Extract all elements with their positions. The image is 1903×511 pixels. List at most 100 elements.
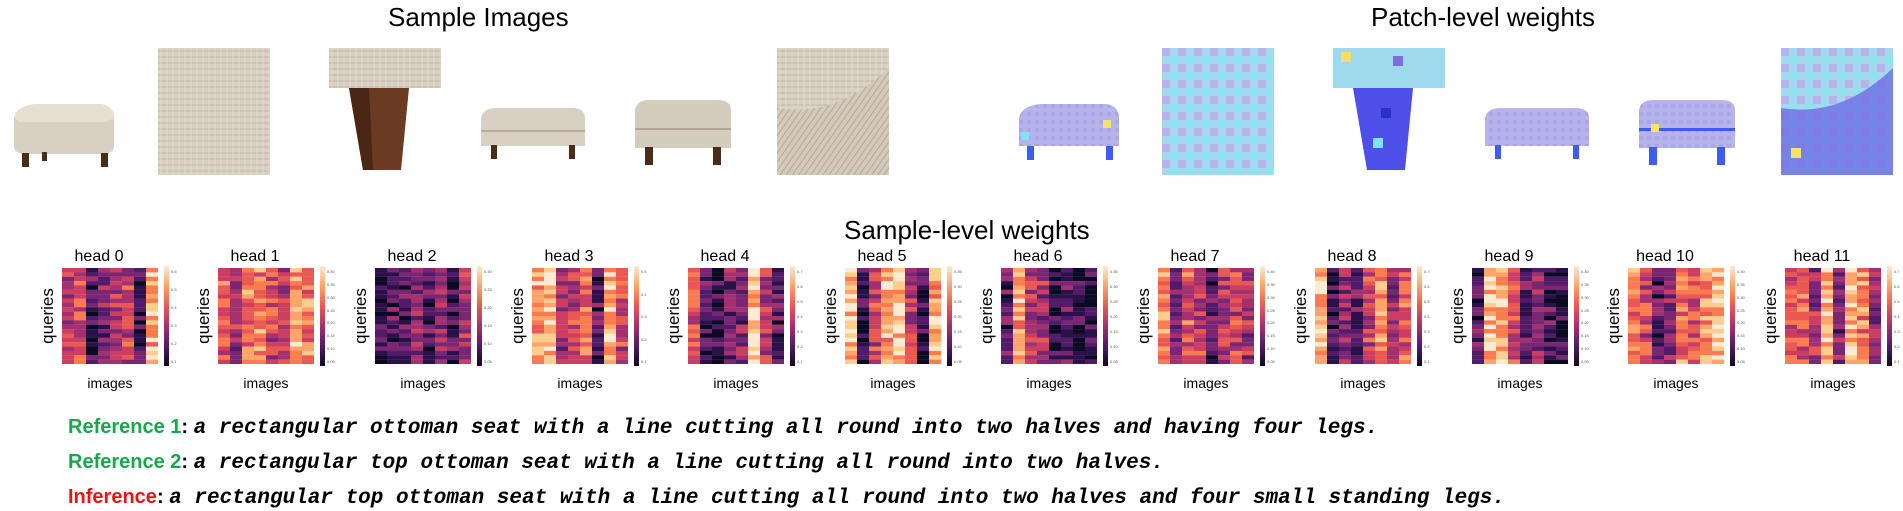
colorbar-tick-label: 0.15 [1267, 333, 1275, 339]
colorbar-ticks: 0.35 0.30 0.25 0.20 0.15 0.10 0.05 [954, 266, 970, 366]
heatmap-title: head 5 [857, 248, 907, 265]
colorbar-tick-label: 0.30 [954, 284, 962, 289]
heatmap-title: head 10 [1636, 248, 1694, 265]
heatmap-colorbar [1103, 266, 1108, 366]
colorbar-tick-label: 0.5 [171, 287, 177, 292]
heatmap-title: head 3 [544, 248, 594, 265]
sample-image-1 [6, 48, 118, 175]
colorbar-ticks: 0.40 0.35 0.30 0.25 0.20 0.15 0.10 0.05 [327, 266, 343, 366]
caption-reference-2: Reference 2: a rectangular top ottoman s… [68, 451, 1164, 475]
colorbar-tick-label: 0.35 [327, 281, 335, 287]
colorbar-tick-label: 0.25 [1267, 307, 1275, 313]
colorbar-tick-label: 0.40 [327, 269, 335, 274]
heatmap-x-label: images [1653, 375, 1699, 391]
colorbar-tick-label: 0.30 [327, 294, 335, 300]
colorbar-tick-label: 0.05 [954, 359, 962, 364]
colorbar-tick-label: 0.35 [1737, 281, 1745, 287]
heatmap-title: head 11 [1793, 248, 1851, 265]
caption-inference: Inference: a rectangular top ottoman sea… [68, 486, 1505, 510]
colorbar-tick-label: 0.15 [484, 323, 492, 328]
colorbar-tick-label: 0.5 [797, 299, 803, 304]
heatmap-grid [1472, 268, 1568, 364]
heatmap-x-label: images [400, 375, 446, 391]
colorbar-tick-label: 0.20 [1737, 320, 1745, 326]
sample-image-3 [329, 48, 441, 175]
colorbar-tick-label: 0.3 [1424, 329, 1430, 334]
colorbar-tick-label: 0.05 [327, 359, 335, 364]
heatmap-grid [688, 268, 784, 364]
heatmap-title: head 7 [1170, 248, 1220, 265]
heatmap-title: head 9 [1484, 248, 1534, 265]
colorbar-ticks: 0.7 0.6 0.5 0.4 0.3 0.2 0.1 [797, 266, 813, 366]
colorbar-ticks: 0.5 0.4 0.3 0.2 0.1 [641, 266, 657, 366]
colorbar-ticks: 0.40 0.35 0.30 0.25 0.20 0.15 0.10 0.05 [1581, 266, 1597, 366]
colorbar-tick-label: 0.6 [1424, 284, 1430, 289]
colorbar-tick-label: 0.20 [1110, 314, 1118, 319]
heatmap-grid [1158, 268, 1254, 364]
colorbar-tick-label: 0.25 [1110, 299, 1118, 304]
heatmap-y-label: queries [351, 288, 370, 344]
sample-images-title: Sample Images [388, 2, 569, 32]
colorbar-tick-label: 0.05 [1110, 359, 1118, 364]
colorbar-tick-label: 0.35 [1110, 269, 1118, 274]
colorbar-tick-label: 0.10 [954, 344, 962, 349]
heatmap-title: head 8 [1327, 248, 1377, 265]
colorbar-tick-label: 0.4 [797, 314, 803, 319]
heatmap-title: head 0 [74, 248, 124, 265]
colorbar-tick-label: 0.15 [1581, 333, 1589, 339]
colorbar-tick-label: 0.40 [1581, 269, 1589, 274]
heatmap-panel-head-1: head 1 queries 0.40 0.35 0.30 0.25 0.20 0.15 0.1… [194, 248, 346, 394]
heatmap-y-label: queries [664, 288, 683, 344]
heatmap-y-label: queries [1134, 288, 1153, 344]
colorbar-tick-label: 0.25 [1737, 307, 1745, 313]
colorbar-tick-label: 0.2 [641, 336, 647, 342]
colorbar-tick-label: 0.10 [1581, 346, 1589, 352]
colorbar-tick-label: 0.20 [1581, 320, 1589, 326]
colorbar-tick-label: 0.2 [1894, 344, 1900, 349]
heatmap-colorbar [320, 266, 325, 366]
colorbar-tick-label: 0.7 [1894, 269, 1900, 274]
patch-weights-title: Patch-level weights [1371, 2, 1595, 32]
colorbar-tick-label: 0.2 [171, 341, 177, 346]
heatmap-y-label: queries [977, 288, 996, 344]
colorbar-tick-label: 0.15 [954, 329, 962, 334]
heatmap-x-label: images [1497, 375, 1543, 391]
reference-1-text: a rectangular ottoman seat with a line c… [193, 417, 1379, 440]
colorbar-tick-label: 0.10 [1737, 346, 1745, 352]
colorbar-ticks: 0.30 0.25 0.20 0.15 0.10 0.05 [484, 266, 500, 366]
heatmap-x-label: images [1810, 375, 1856, 391]
heatmap-grid [1628, 268, 1724, 364]
colorbar-tick-label: 0.10 [484, 341, 492, 346]
heatmap-grid [1001, 268, 1097, 364]
inference-text: a rectangular top ottoman seat with a li… [169, 487, 1505, 510]
heatmap-grid [1315, 268, 1411, 364]
colorbar-tick-label: 0.30 [1581, 294, 1589, 300]
heatmap-x-label: images [557, 375, 603, 391]
heatmap-panel-head-9: head 9 queries 0.40 0.35 0.30 0.25 0.20 0.15 0.1… [1448, 248, 1600, 394]
colorbar-tick-label: 0.1 [641, 359, 647, 364]
colorbar-tick-label: 0.30 [1110, 284, 1118, 289]
heatmap-grid [62, 268, 158, 364]
heatmap-x-label: images [713, 375, 759, 391]
heatmap-y-label: queries [1604, 288, 1623, 344]
colorbar-tick-label: 0.40 [1267, 269, 1275, 274]
colorbar-tick-label: 0.4 [641, 291, 647, 297]
heatmap-panel-head-3: head 3 queries 0.5 0.4 0.3 0.2 0.1 images [508, 248, 660, 394]
colorbar-tick-label: 0.15 [1110, 329, 1118, 334]
colorbar-tick-label: 0.10 [327, 346, 335, 352]
heatmap-x-label: images [1026, 375, 1072, 391]
colorbar-tick-label: 0.15 [327, 333, 335, 339]
patch-image-2 [1162, 48, 1274, 175]
heatmap-panel-head-5: head 5 queries 0.35 0.30 0.25 0.20 0.15 0.10 0.0… [821, 248, 973, 394]
colorbar-tick-label: 0.2 [1424, 344, 1430, 349]
colorbar-tick-label: 0.05 [1581, 359, 1589, 364]
colorbar-tick-label: 0.05 [1737, 359, 1745, 364]
heatmap-x-label: images [243, 375, 289, 391]
colorbar-tick-label: 0.4 [1424, 314, 1430, 319]
colorbar-ticks: 0.7 0.6 0.5 0.4 0.3 0.2 0.1 [1894, 266, 1903, 366]
colorbar-tick-label: 0.3 [797, 329, 803, 334]
colorbar-tick-label: 0.20 [954, 314, 962, 319]
heatmap-x-label: images [870, 375, 916, 391]
colorbar-tick-label: 0.3 [1894, 329, 1900, 334]
colorbar-tick-label: 0.30 [1267, 294, 1275, 300]
